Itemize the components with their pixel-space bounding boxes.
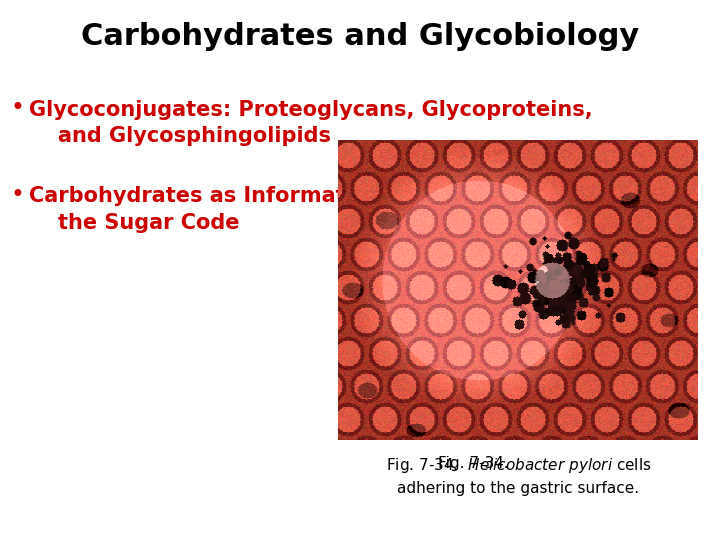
Text: Glycoconjugates: Proteoglycans, Glycoproteins,
    and Glycosphingolipids: Glycoconjugates: Proteoglycans, Glycopro… [29, 100, 593, 146]
Text: •: • [11, 183, 24, 206]
Text: Carbohydrates and Glycobiology: Carbohydrates and Glycobiology [81, 22, 639, 51]
Text: •: • [11, 96, 24, 120]
Text: Carbohydrates as Informational Macromolecules:
    the Sugar Code: Carbohydrates as Informational Macromole… [29, 186, 609, 233]
Text: Fig. 7-34.  $\it{Helicobacter\ pylori}$ cells
adhering to the gastric surface.: Fig. 7-34. $\it{Helicobacter\ pylori}$ c… [386, 456, 651, 496]
Text: Fig. 7-34.: Fig. 7-34. [438, 456, 518, 471]
